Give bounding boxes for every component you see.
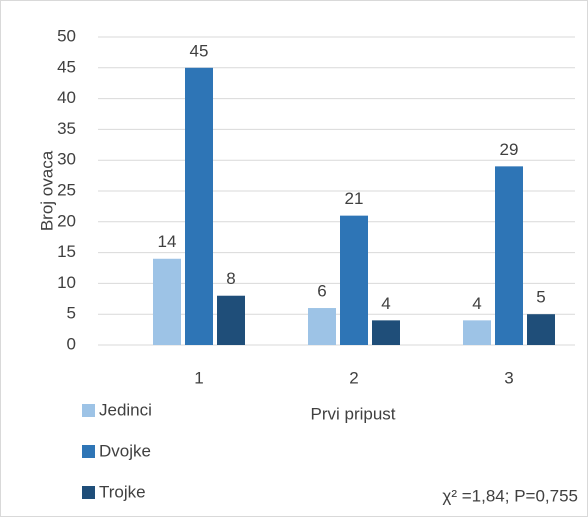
y-tick-label: 45 (57, 57, 76, 76)
legend-label: Trojke (99, 482, 146, 501)
y-tick-label: 35 (57, 119, 76, 138)
data-label: 8 (226, 269, 235, 288)
y-tick-label: 15 (57, 242, 76, 261)
legend-label: Dvojke (99, 441, 151, 460)
bar (340, 215, 368, 345)
legend-label: Jedinci (99, 400, 152, 419)
x-tick-label: 2 (349, 368, 358, 387)
x-tick-label: 3 (504, 368, 513, 387)
y-tick-label: 50 (57, 26, 76, 45)
data-label: 4 (472, 294, 481, 313)
y-axis-label: Broj ovaca (37, 150, 56, 231)
x-axis-label: Prvi pripust (310, 404, 395, 423)
data-label: 4 (381, 294, 390, 313)
data-label: 5 (536, 288, 545, 307)
bar (372, 320, 400, 345)
annotation: χ² =1,84; P=0,755 (442, 486, 578, 505)
legend-swatch (82, 445, 95, 458)
data-label: 6 (317, 282, 326, 301)
x-tick-label: 1 (194, 368, 203, 387)
bar (527, 314, 555, 345)
y-tick-label: 5 (67, 304, 76, 323)
bar (153, 258, 181, 345)
bar (185, 67, 213, 346)
bar (308, 308, 336, 345)
data-label: 45 (190, 41, 209, 60)
legend-swatch (82, 404, 95, 417)
data-label: 21 (345, 189, 364, 208)
y-tick-label: 0 (67, 334, 76, 353)
bar (217, 295, 245, 345)
data-label: 29 (500, 140, 519, 159)
y-tick-label: 10 (57, 273, 76, 292)
bar (463, 320, 491, 345)
bar (495, 166, 523, 345)
y-tick-label: 40 (57, 88, 76, 107)
y-tick-label: 20 (57, 211, 76, 230)
legend-swatch (82, 486, 95, 499)
y-tick-label: 25 (57, 180, 76, 199)
data-label: 14 (158, 232, 177, 251)
y-tick-label: 30 (57, 150, 76, 169)
